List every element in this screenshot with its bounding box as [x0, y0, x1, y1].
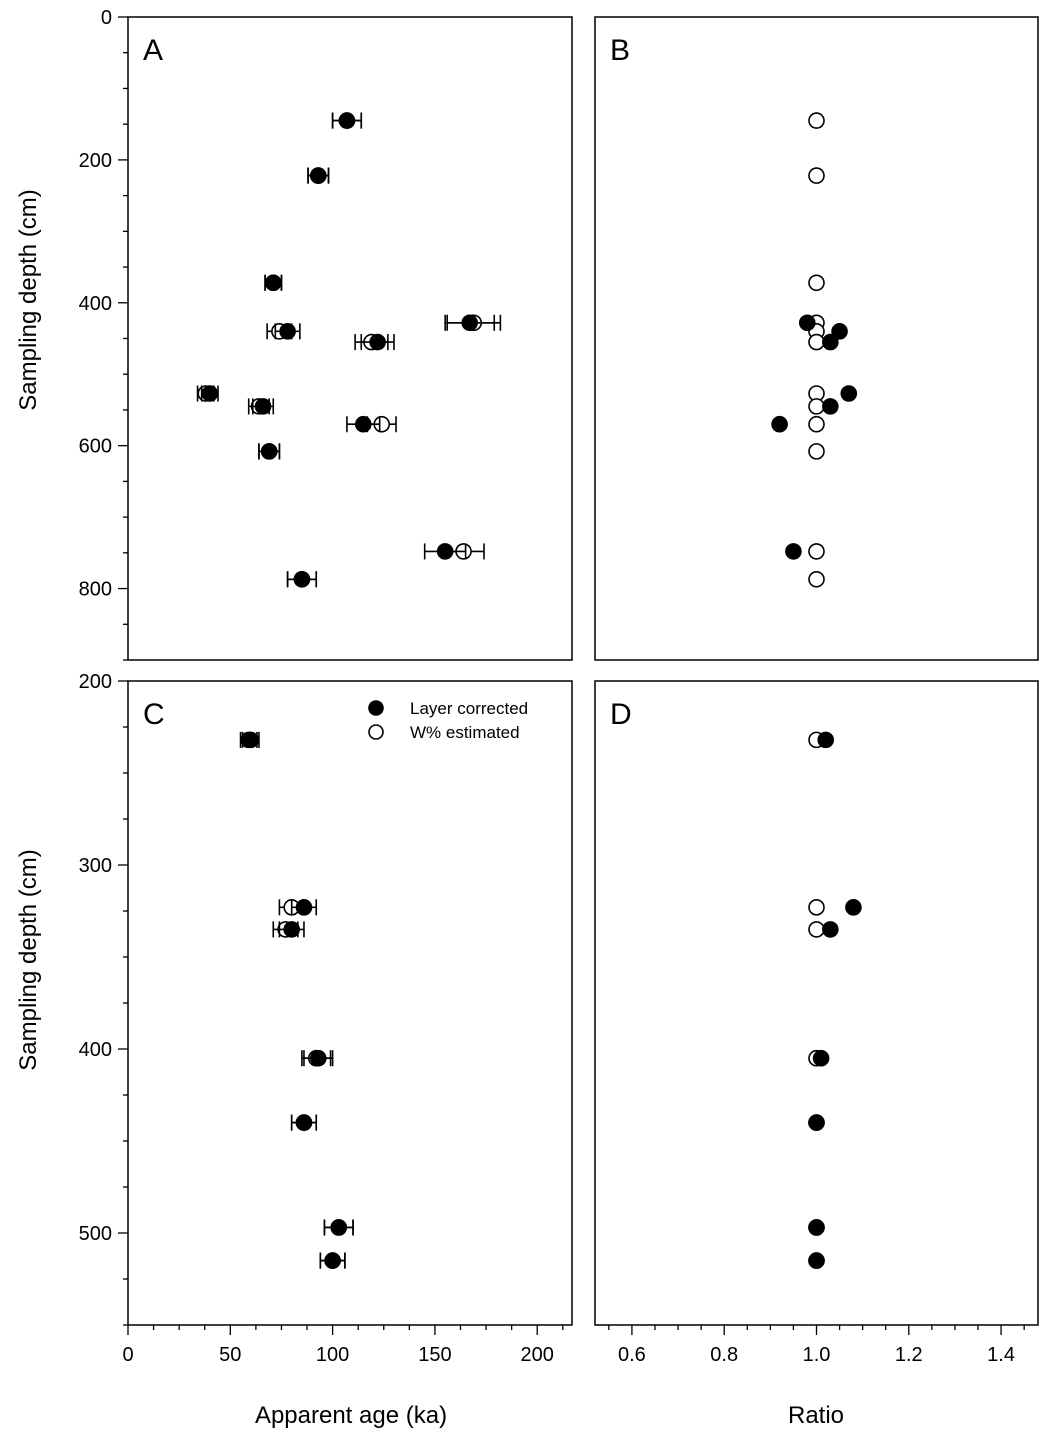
data-point-layer-corrected: [354, 415, 372, 433]
data-point-layer-corrected: [840, 385, 858, 402]
data-point-layer-corrected: [785, 543, 802, 560]
x-tick-label: 50: [219, 1344, 241, 1366]
data-point-w-estimated: [808, 398, 825, 415]
panel-label-d: D: [610, 698, 632, 731]
legend: Layer corrected W% estimated: [368, 699, 528, 742]
data-point-w-estimated: [808, 899, 825, 916]
data-point-layer-corrected: [324, 1252, 341, 1269]
data-point-layer-corrected: [295, 899, 313, 916]
panel-label-a: A: [143, 34, 163, 67]
data-point-layer-corrected: [808, 1252, 825, 1269]
y-tick-label: 400: [79, 293, 112, 315]
x-tick-label: 1.0: [803, 1344, 831, 1366]
data-point-layer-corrected: [330, 1219, 348, 1236]
data-point-layer-corrected: [817, 731, 835, 749]
y-tick-label: 800: [79, 579, 112, 601]
x-axis-title-right: Ratio: [788, 1402, 844, 1429]
data-point-layer-corrected: [461, 314, 478, 332]
plot-frame-b: [594, 16, 1039, 661]
data-point-layer-corrected: [831, 323, 848, 340]
x-tick-label: 0.6: [618, 1344, 646, 1366]
data-point-layer-corrected: [338, 112, 356, 129]
y-tick-label: 400: [79, 1039, 112, 1061]
data-point-layer-corrected: [798, 314, 816, 332]
x-tick-label: 0.8: [710, 1344, 738, 1366]
y-axis-title-bottom: Sampling depth (cm): [15, 849, 42, 1070]
data-point-layer-corrected: [260, 443, 278, 460]
data-point-layer-corrected: [309, 167, 327, 184]
x-tick-label: 100: [316, 1344, 349, 1366]
y-tick-label: 300: [79, 855, 112, 877]
data-point-layer-corrected: [369, 333, 386, 351]
data-point-layer-corrected: [808, 1114, 825, 1131]
data-point-w-estimated: [808, 112, 825, 129]
panel-label-b: B: [610, 34, 630, 67]
data-point-layer-corrected: [812, 1049, 830, 1067]
data-point-layer-corrected: [242, 731, 260, 749]
data-point-layer-corrected: [201, 385, 219, 402]
data-point-layer-corrected: [283, 921, 300, 938]
data-point-layer-corrected: [293, 570, 311, 588]
x-axis-title-left: Apparent age (ka): [255, 1402, 447, 1429]
y-tick-label: 200: [79, 671, 112, 693]
data-point-layer-corrected: [279, 323, 296, 340]
panel-d: D 0.6 0.8 1.0 1.2 1.4: [594, 680, 1039, 1366]
y-tick-label: 200: [79, 150, 112, 172]
x-tick-label: 150: [418, 1344, 451, 1366]
y-axis-title-top: Sampling depth (cm): [15, 189, 42, 410]
y-tick-label: 0: [101, 7, 112, 29]
panel-a: A 0 200 400 600 800: [79, 7, 573, 661]
data-point-w-estimated: [808, 543, 825, 560]
data-point-layer-corrected: [264, 274, 282, 292]
data-point-layer-corrected: [808, 1219, 825, 1236]
legend-filled-label: Layer corrected: [410, 699, 528, 718]
data-point-layer-corrected: [822, 398, 839, 415]
data-point-layer-corrected: [436, 543, 454, 560]
data-point-w-estimated: [808, 921, 825, 938]
data-point-layer-corrected: [309, 1049, 327, 1067]
legend-open-marker: [368, 724, 384, 740]
y-tick-label: 500: [79, 1223, 112, 1245]
data-point-layer-corrected: [771, 415, 788, 433]
x-tick-label: 1.2: [895, 1344, 923, 1366]
y-tick-label: 600: [79, 436, 112, 458]
data-point-w-estimated: [808, 274, 825, 292]
x-tick-label: 1.4: [987, 1344, 1015, 1366]
data-point-w-estimated: [808, 443, 825, 460]
panel-label-c: C: [143, 698, 165, 731]
x-tick-label: 200: [521, 1344, 554, 1366]
panel-b: B: [594, 16, 1039, 661]
data-point-w-estimated: [808, 167, 825, 184]
data-point-w-estimated: [808, 570, 825, 588]
x-tick-label: 0: [122, 1344, 133, 1366]
plot-frame-c: [127, 680, 573, 1326]
panel-c: C 200 300 400 500 0 50 100 150 200: [79, 671, 573, 1366]
legend-open-label: W% estimated: [410, 723, 520, 742]
legend-filled-marker: [368, 700, 384, 716]
data-point-layer-corrected: [295, 1114, 313, 1131]
data-point-layer-corrected: [845, 899, 862, 916]
data-point-w-estimated: [808, 333, 825, 351]
data-point-layer-corrected: [822, 333, 839, 351]
data-point-layer-corrected: [822, 921, 839, 938]
data-point-layer-corrected: [254, 398, 272, 415]
data-point-w-estimated: [808, 415, 825, 433]
